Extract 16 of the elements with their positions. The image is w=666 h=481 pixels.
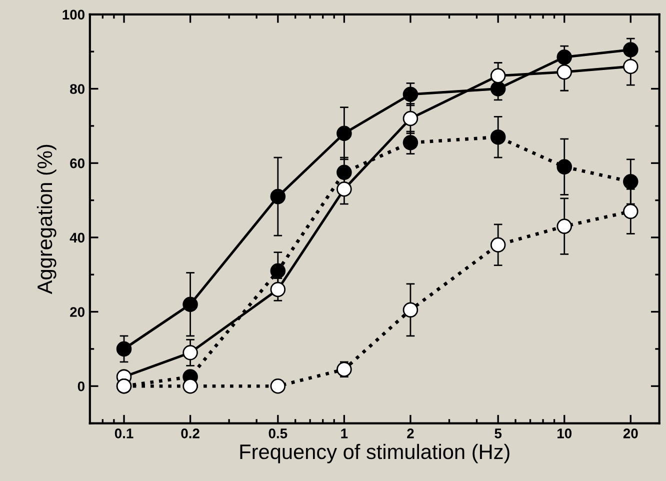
- x-tick-label: 0.1: [114, 428, 134, 438]
- x-tick-label: 1: [341, 428, 348, 438]
- y-tick-label: 100: [62, 10, 84, 20]
- x-tick-label: 5: [494, 428, 502, 438]
- y-tick-label: 0: [78, 381, 84, 392]
- x-axis-title: Frequency of stimulation (Hz): [240, 444, 510, 464]
- y-tick-label: 60: [70, 158, 84, 168]
- y-tick-label: 20: [70, 307, 84, 317]
- x-tick-label: 10: [558, 428, 572, 438]
- x-tick-label: 0.5: [268, 428, 288, 438]
- x-tick-label: 2: [407, 428, 414, 438]
- y-axis-title: Aggregation (%): [36, 144, 56, 294]
- y-tick-label: 40: [70, 232, 84, 243]
- y-tick-label: 80: [70, 84, 84, 94]
- x-tick-label: 0.2: [181, 428, 200, 438]
- x-tick-label: 20: [623, 428, 638, 438]
